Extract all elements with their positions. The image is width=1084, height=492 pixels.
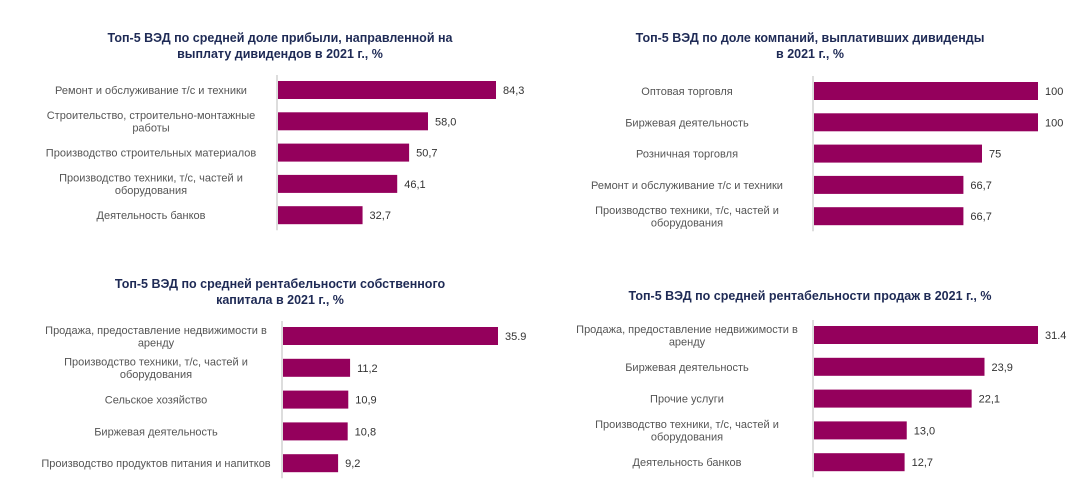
bar-1 bbox=[283, 327, 498, 345]
bar-3 bbox=[283, 390, 349, 409]
bar-5 bbox=[283, 454, 339, 473]
bar-1 bbox=[814, 326, 1038, 344]
chart-title-companies-paid-dividends: Топ-5 ВЭД по доле компаний, выплативших … bbox=[635, 31, 985, 61]
value-label-2: 11,2 bbox=[357, 363, 378, 375]
bar-4 bbox=[283, 422, 348, 441]
value-label-3: 75 bbox=[989, 149, 1001, 161]
value-label-5: 32,7 bbox=[370, 210, 391, 222]
bar-4 bbox=[814, 421, 907, 440]
bar-4 bbox=[278, 174, 398, 193]
value-label-2: 100 bbox=[1045, 117, 1063, 129]
chart-title-return-on-equity: Топ-5 ВЭД по средней рентабельности собс… bbox=[114, 277, 446, 307]
bar-1 bbox=[814, 82, 1038, 100]
category-label-5: Производство техники, т/с, частей и обору… bbox=[595, 205, 779, 230]
category-label-1: Продажа, предоставление недвижимости в ар… bbox=[45, 325, 267, 350]
value-label-2: 58,0 bbox=[435, 116, 456, 128]
bar-2 bbox=[814, 113, 1038, 132]
category-label-3: Производство строительных материалов bbox=[46, 148, 257, 160]
value-label-5: 9,2 bbox=[345, 458, 360, 470]
category-label-2: Строительство, строительно-монтажные рабо… bbox=[47, 110, 256, 135]
value-label-4: 46,1 bbox=[404, 179, 425, 191]
chart-title-dividend-share-profit: Топ-5 ВЭД по средней доле прибыли, напра… bbox=[107, 31, 453, 61]
category-label-5: Производство продуктов питания и напитко… bbox=[41, 458, 270, 470]
value-label-1: 31.4 bbox=[1045, 330, 1066, 342]
category-label-3: Розничная торговля bbox=[636, 149, 738, 161]
bar-1 bbox=[278, 81, 496, 99]
chart-title-return-on-sales: Топ-5 ВЭД по средней рентабельности прод… bbox=[628, 289, 992, 303]
category-label-4: Ремонт и обслуживание т/с и техники bbox=[591, 180, 783, 192]
value-label-4: 10,8 bbox=[355, 426, 376, 438]
bar-2 bbox=[814, 357, 985, 376]
value-label-5: 66,7 bbox=[970, 211, 991, 223]
value-label-1: 35.9 bbox=[505, 331, 526, 343]
value-label-4: 66,7 bbox=[970, 180, 991, 192]
bar-3 bbox=[278, 143, 410, 162]
category-label-1: Продажа, предоставление недвижимости в ар… bbox=[576, 324, 798, 349]
bar-4 bbox=[814, 175, 964, 194]
category-label-4: Производство техники, т/с, частей и обору… bbox=[59, 173, 243, 198]
bar-3 bbox=[814, 144, 982, 163]
category-label-1: Ремонт и обслуживание т/с и техники bbox=[55, 85, 247, 97]
value-label-3: 50,7 bbox=[416, 148, 437, 160]
bar-3 bbox=[814, 389, 972, 408]
value-label-5: 12,7 bbox=[912, 457, 933, 469]
bar-2 bbox=[278, 112, 428, 131]
value-label-2: 23,9 bbox=[991, 362, 1012, 374]
category-label-5: Деятельность банков bbox=[633, 457, 742, 469]
category-label-4: Биржевая деятельность bbox=[94, 426, 218, 438]
value-label-3: 10,9 bbox=[355, 395, 376, 407]
value-label-1: 84,3 bbox=[503, 85, 524, 97]
category-label-3: Сельское хозяйство bbox=[105, 395, 207, 407]
value-label-4: 13,0 bbox=[914, 425, 935, 437]
category-label-2: Биржевая деятельность bbox=[625, 362, 749, 374]
category-label-2: Производство техники, т/с, частей и обору… bbox=[64, 357, 248, 382]
category-label-4: Производство техники, т/с, частей и обору… bbox=[595, 419, 779, 444]
category-label-3: Прочие услуги bbox=[650, 394, 724, 406]
bar-5 bbox=[278, 206, 363, 225]
bar-5 bbox=[814, 207, 964, 226]
category-label-5: Деятельность банков bbox=[97, 210, 206, 222]
value-label-1: 100 bbox=[1045, 86, 1063, 98]
category-label-2: Биржевая деятельность bbox=[625, 117, 749, 129]
bar-2 bbox=[283, 358, 351, 377]
value-label-3: 22,1 bbox=[979, 394, 1000, 406]
bar-5 bbox=[814, 453, 905, 472]
category-label-1: Оптовая торговля bbox=[641, 86, 732, 98]
